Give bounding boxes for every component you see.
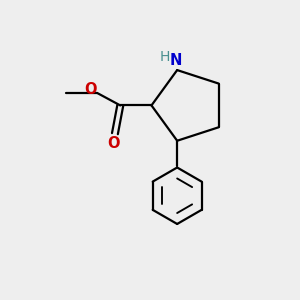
Text: H: H bbox=[160, 50, 170, 64]
Text: O: O bbox=[107, 136, 120, 151]
Text: N: N bbox=[169, 53, 182, 68]
Text: O: O bbox=[84, 82, 97, 97]
